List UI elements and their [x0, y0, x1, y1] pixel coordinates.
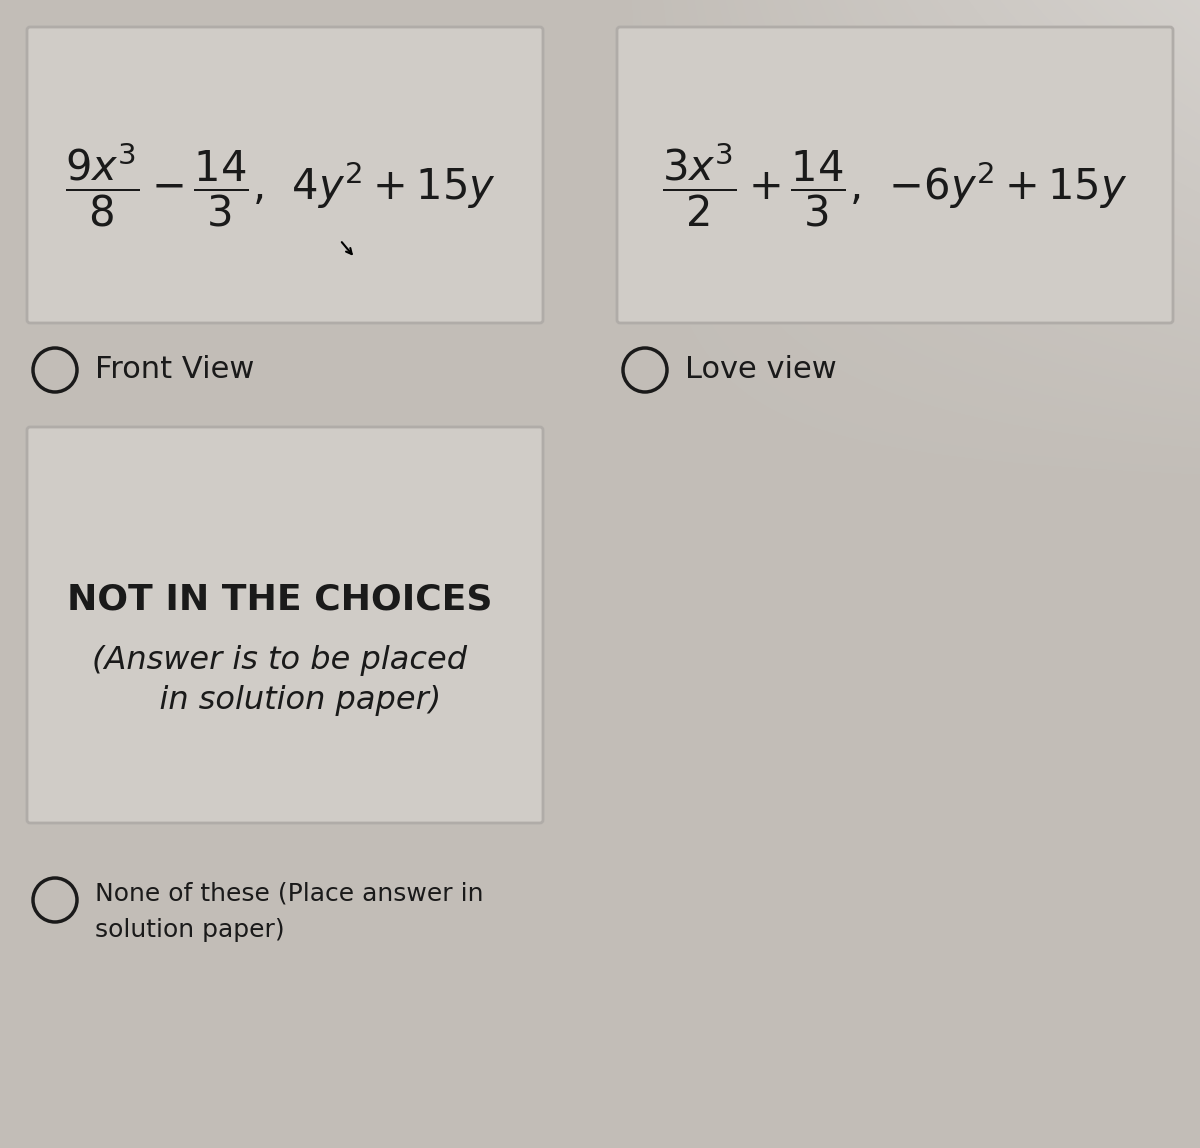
- Text: in solution paper): in solution paper): [119, 684, 442, 715]
- Text: (Answer is to be placed: (Answer is to be placed: [92, 644, 468, 675]
- FancyBboxPatch shape: [28, 427, 542, 823]
- Text: None of these (Place answer in: None of these (Place answer in: [95, 881, 484, 905]
- Text: Front View: Front View: [95, 356, 254, 385]
- Text: $\dfrac{9x^3}{8} - \dfrac{14}{3}$,  $4y^2 + 15y$: $\dfrac{9x^3}{8} - \dfrac{14}{3}$, $4y^2…: [65, 141, 496, 230]
- Text: Love view: Love view: [685, 356, 836, 385]
- Text: $\dfrac{3x^3}{2} + \dfrac{14}{3}$,  $-6y^2 + 15y$: $\dfrac{3x^3}{2} + \dfrac{14}{3}$, $-6y^…: [662, 141, 1128, 230]
- Text: solution paper): solution paper): [95, 918, 284, 943]
- Text: NOT IN THE CHOICES: NOT IN THE CHOICES: [67, 583, 493, 616]
- FancyBboxPatch shape: [28, 28, 542, 323]
- FancyBboxPatch shape: [617, 28, 1174, 323]
